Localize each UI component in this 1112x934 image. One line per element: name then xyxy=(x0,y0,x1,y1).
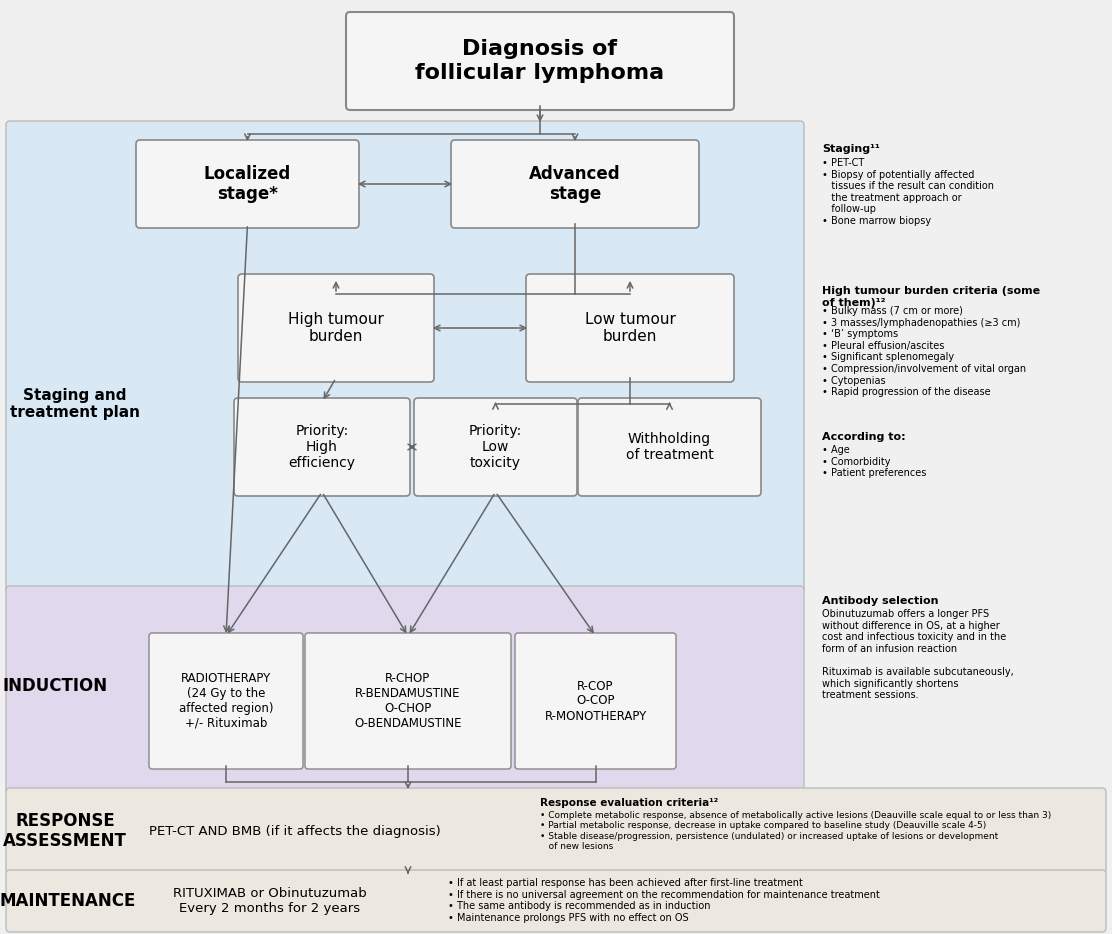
FancyBboxPatch shape xyxy=(414,398,577,496)
Text: Advanced
stage: Advanced stage xyxy=(529,164,620,204)
Text: Low tumour
burden: Low tumour burden xyxy=(585,312,675,345)
Text: Antibody selection: Antibody selection xyxy=(822,596,939,606)
FancyBboxPatch shape xyxy=(6,586,804,794)
Text: Localized
stage*: Localized stage* xyxy=(203,164,291,204)
Text: Staging¹¹: Staging¹¹ xyxy=(822,144,880,154)
Text: R-COP
O-COP
R-MONOTHERAPY: R-COP O-COP R-MONOTHERAPY xyxy=(545,680,646,723)
Text: Withholding
of treatment: Withholding of treatment xyxy=(626,432,714,462)
Text: Obinutuzumab offers a longer PFS
without difference in OS, at a higher
cost and : Obinutuzumab offers a longer PFS without… xyxy=(822,609,1014,700)
FancyBboxPatch shape xyxy=(238,274,434,382)
Text: High tumour burden criteria (some
of them)¹²: High tumour burden criteria (some of the… xyxy=(822,286,1040,307)
Text: R-CHOP
R-BENDAMUSTINE
O-CHOP
O-BENDAMUSTINE: R-CHOP R-BENDAMUSTINE O-CHOP O-BENDAMUST… xyxy=(355,672,461,730)
Text: High tumour
burden: High tumour burden xyxy=(288,312,384,345)
FancyBboxPatch shape xyxy=(6,870,1106,932)
FancyBboxPatch shape xyxy=(234,398,410,496)
Text: • If at least partial response has been achieved after first-line treatment
• If: • If at least partial response has been … xyxy=(448,878,880,923)
Text: • Complete metabolic response, absence of metabolically active lesions (Deauvill: • Complete metabolic response, absence o… xyxy=(540,811,1051,851)
FancyBboxPatch shape xyxy=(6,788,1106,874)
FancyBboxPatch shape xyxy=(515,633,676,769)
Text: According to:: According to: xyxy=(822,432,905,442)
Text: • Bulky mass (7 cm or more)
• 3 masses/lymphadenopathies (≥3 cm)
• ‘B’ symptoms
: • Bulky mass (7 cm or more) • 3 masses/l… xyxy=(822,306,1026,397)
Text: • Age
• Comorbidity
• Patient preferences: • Age • Comorbidity • Patient preference… xyxy=(822,445,926,478)
FancyBboxPatch shape xyxy=(526,274,734,382)
FancyBboxPatch shape xyxy=(305,633,512,769)
FancyBboxPatch shape xyxy=(149,633,302,769)
Text: Priority:
Low
toxicity: Priority: Low toxicity xyxy=(469,424,523,470)
Text: RADIOTHERAPY
(24 Gy to the
affected region)
+/- Rituximab: RADIOTHERAPY (24 Gy to the affected regi… xyxy=(179,672,274,730)
Text: Diagnosis of
follicular lymphoma: Diagnosis of follicular lymphoma xyxy=(416,39,665,82)
FancyBboxPatch shape xyxy=(346,12,734,110)
Text: RESPONSE
ASSESSMENT: RESPONSE ASSESSMENT xyxy=(3,812,127,850)
FancyBboxPatch shape xyxy=(578,398,761,496)
Text: Staging and
treatment plan: Staging and treatment plan xyxy=(10,388,140,420)
Text: PET-CT AND BMB (if it affects the diagnosis): PET-CT AND BMB (if it affects the diagno… xyxy=(149,825,440,838)
FancyBboxPatch shape xyxy=(6,121,804,594)
Text: • PET-CT
• Biopsy of potentially affected
   tissues if the result can condition: • PET-CT • Biopsy of potentially affecte… xyxy=(822,158,994,226)
Text: MAINTENANCE: MAINTENANCE xyxy=(0,892,136,910)
Text: Priority:
High
efficiency: Priority: High efficiency xyxy=(288,424,356,470)
Text: RITUXIMAB or Obinutuzumab
Every 2 months for 2 years: RITUXIMAB or Obinutuzumab Every 2 months… xyxy=(173,887,367,915)
FancyBboxPatch shape xyxy=(136,140,359,228)
Text: Response evaluation criteria¹²: Response evaluation criteria¹² xyxy=(540,798,718,808)
Text: INDUCTION: INDUCTION xyxy=(2,677,108,695)
FancyBboxPatch shape xyxy=(451,140,699,228)
